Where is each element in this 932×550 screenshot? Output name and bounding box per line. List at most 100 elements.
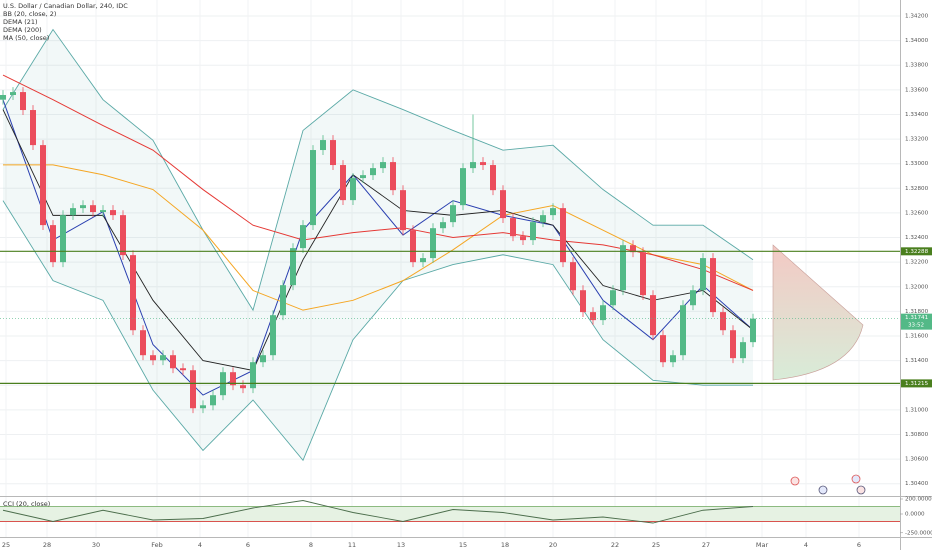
candle-body <box>470 162 476 169</box>
overlay-line <box>2 99 754 396</box>
candle-body <box>590 312 596 321</box>
x-tick-label: 18 <box>501 541 509 549</box>
event-icon[interactable] <box>818 485 828 495</box>
candle-body <box>680 305 686 356</box>
price-line-label: 1.32288 <box>905 249 929 255</box>
candle-body <box>130 255 136 331</box>
y-tick-label: 1.32200 <box>905 260 929 266</box>
y-tick-label: 1.32600 <box>905 210 929 216</box>
overlay-line <box>2 74 754 291</box>
candle-body <box>160 355 166 361</box>
candle-body <box>260 355 266 363</box>
candle-body <box>70 208 76 216</box>
y-tick-label: 1.32400 <box>905 235 929 241</box>
candle-body <box>240 385 246 389</box>
candle-body <box>500 190 506 219</box>
candle-body <box>710 258 716 313</box>
bb-lower <box>2 200 753 462</box>
cci-tick-label: -250.0000 <box>905 530 932 536</box>
cci-tick-label: 200.0000 <box>905 497 932 503</box>
cci-tick-label: 0.0000 <box>905 512 925 518</box>
legend: U.S. Dollar / Canadian Dollar, 240, IDC … <box>3 2 128 508</box>
candle-body <box>170 355 176 369</box>
grid <box>0 0 900 537</box>
candle-body <box>150 355 156 361</box>
candle-body <box>740 342 746 359</box>
candle-body <box>730 330 736 359</box>
candle-body <box>300 225 306 249</box>
legend-entry: DEMA (21) <box>3 18 38 26</box>
candle-body <box>490 165 496 191</box>
x-tick-label: 4 <box>198 541 202 549</box>
candle-body <box>230 372 236 386</box>
x-tick-label: 6 <box>246 541 250 549</box>
candle-body <box>460 168 466 206</box>
candle-body <box>700 258 706 291</box>
y-tick-label: 1.30400 <box>905 481 929 487</box>
candle-body <box>370 168 376 176</box>
cci-pane <box>0 500 900 524</box>
candle-body <box>570 262 576 291</box>
price-line-label: 1.31215 <box>905 381 929 387</box>
event-icon[interactable] <box>790 476 800 486</box>
main-pane <box>0 28 756 462</box>
x-tick-label: 22 <box>611 541 619 549</box>
candle-body <box>550 208 556 216</box>
candle-body <box>100 210 106 213</box>
candle-body <box>20 92 26 111</box>
y-tick-label: 1.31000 <box>905 407 929 413</box>
y-tick-label: 1.34200 <box>905 14 929 20</box>
cci-label: CCI (20, close) <box>3 500 50 508</box>
legend-entry: BB (20, close, 2) <box>3 10 56 18</box>
candle-body <box>620 245 626 291</box>
cci-line <box>2 500 754 524</box>
candle-body <box>60 215 66 263</box>
candle-body <box>580 290 586 313</box>
candle-body <box>420 258 426 263</box>
last-price-tag <box>901 313 932 330</box>
countdown-label: 33:52 <box>908 323 924 329</box>
legend-entry: DEMA (200) <box>3 26 42 34</box>
candle-body <box>80 205 86 209</box>
x-tick-label: 4 <box>804 541 808 549</box>
event-icon[interactable] <box>856 485 866 495</box>
projection-wedge <box>772 244 864 381</box>
cci-band-fill <box>0 506 900 522</box>
y-tick-label: 1.33800 <box>905 63 929 69</box>
candle-body <box>250 362 256 389</box>
candle-body <box>750 318 756 343</box>
candle-body <box>520 236 526 241</box>
x-tick-label: Feb <box>151 541 163 549</box>
price-line-tag <box>901 379 932 388</box>
y-tick-label: 1.31800 <box>905 309 929 315</box>
x-tick-label: Mar <box>756 541 769 549</box>
candle-body <box>650 295 656 336</box>
candle-body <box>110 210 116 216</box>
candle-body <box>530 222 536 241</box>
y-tick-label: 1.33600 <box>905 87 929 93</box>
candle-body <box>90 205 96 213</box>
y-tick-label: 1.30800 <box>905 432 929 438</box>
candle-body <box>320 140 326 151</box>
candle-body <box>10 92 16 96</box>
event-icon[interactable] <box>851 474 861 484</box>
candle-body <box>280 285 286 316</box>
candle-body <box>510 218 516 237</box>
candle-body <box>190 370 196 409</box>
candle-body <box>540 215 546 223</box>
y-tick-label: 1.33400 <box>905 112 929 118</box>
candle-body <box>340 165 346 201</box>
candle-body <box>210 395 216 406</box>
bb-band-fill <box>3 29 753 461</box>
candle-body <box>610 290 616 306</box>
y-tick-label: 1.33200 <box>905 137 929 143</box>
event-icons <box>790 474 866 495</box>
legend-entry: MA (50, close) <box>3 34 49 42</box>
last-price-label: 1.31741 <box>905 315 929 321</box>
x-tick-label: 25 <box>2 541 10 549</box>
candle-body <box>660 335 666 363</box>
candle-body <box>720 312 726 331</box>
candle-body <box>120 215 126 256</box>
candle-body <box>600 305 606 321</box>
